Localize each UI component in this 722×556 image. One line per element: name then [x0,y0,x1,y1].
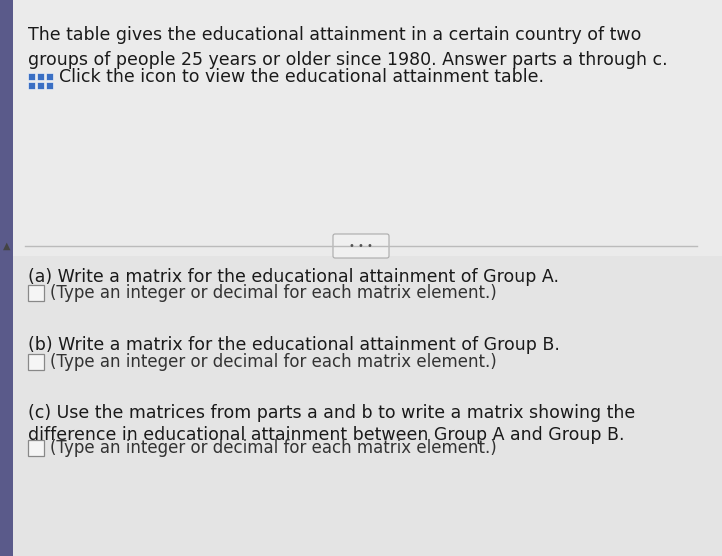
Bar [28,73,35,80]
Bar [0,256,722,556]
Text: (Type an integer or decimal for each matrix element.): (Type an integer or decimal for each mat… [50,439,497,457]
Text: (a) Write a matrix for the educational attainment of Group A.: (a) Write a matrix for the educational a… [28,268,559,286]
Bar [0,0,722,256]
Text: groups of people 25 years or older since 1980. Answer parts a through c.: groups of people 25 years or older since… [28,51,668,69]
FancyBboxPatch shape [333,234,389,258]
Text: ▲: ▲ [3,241,10,251]
FancyBboxPatch shape [28,285,44,301]
Text: (c) Use the matrices from parts a and b to write a matrix showing the: (c) Use the matrices from parts a and b … [28,404,635,422]
Text: difference in educational attainment between Group A and Group B.: difference in educational attainment bet… [28,426,625,444]
Text: Click the icon to view the educational attainment table.: Click the icon to view the educational a… [59,67,544,86]
Bar [46,73,53,80]
Bar [28,82,35,89]
Text: (Type an integer or decimal for each matrix element.): (Type an integer or decimal for each mat… [50,284,497,302]
Text: • • •: • • • [349,241,373,251]
Bar [46,82,53,89]
Bar [37,73,44,80]
Text: (Type an integer or decimal for each matrix element.): (Type an integer or decimal for each mat… [50,353,497,371]
Text: (b) Write a matrix for the educational attainment of Group B.: (b) Write a matrix for the educational a… [28,336,560,354]
Bar [0,0,13,556]
Text: The table gives the educational attainment in a certain country of two: The table gives the educational attainme… [28,26,641,44]
FancyBboxPatch shape [28,354,44,370]
FancyBboxPatch shape [28,440,44,456]
Bar [37,82,44,89]
